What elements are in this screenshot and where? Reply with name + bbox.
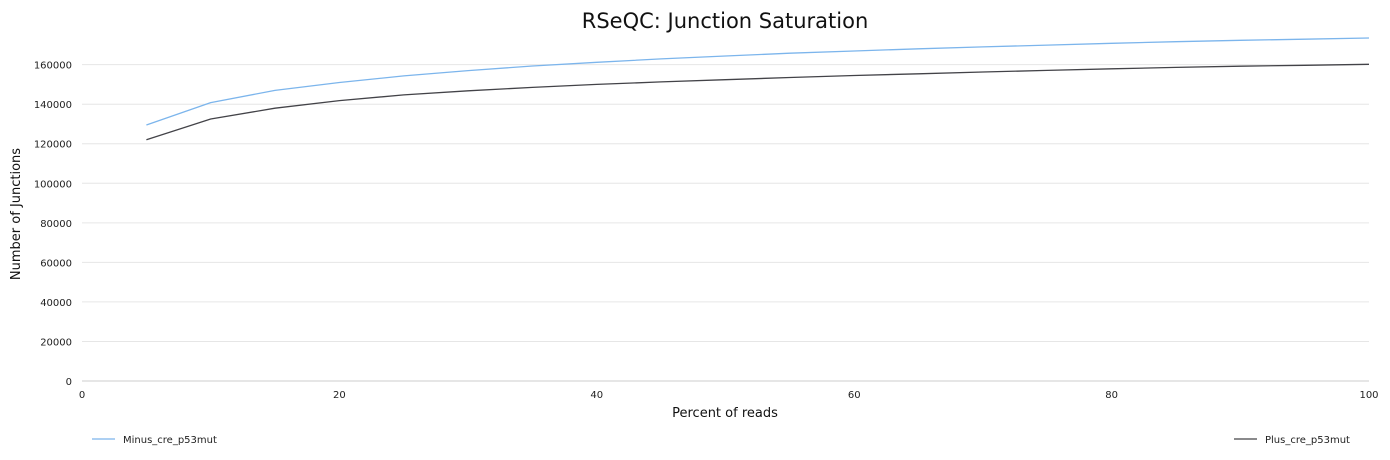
y-tick-label: 40000 [40, 298, 72, 309]
x-tick-label: 100 [1359, 390, 1378, 401]
y-tick-label: 20000 [40, 337, 72, 348]
x-axis-ticks: 0 20 40 60 80 100 [79, 390, 1379, 401]
y-tick-label: 0 [66, 377, 72, 388]
series-line-1 [146, 63, 1370, 141]
legend-item[interactable]: Plus_cre_p53mut [1234, 435, 1350, 446]
y-tick-label: 60000 [40, 258, 72, 269]
x-tick-label: 40 [590, 390, 603, 401]
y-tick-label: 140000 [34, 100, 72, 111]
legend-item[interactable]: Minus_cre_p53mut [92, 435, 217, 446]
y-axis-title: Number of Junctions [9, 148, 24, 280]
x-tick-label: 20 [333, 390, 346, 401]
series-line-0 [146, 37, 1370, 126]
chart-title: RSeQC: Junction Saturation [582, 9, 869, 33]
x-tick-label: 0 [79, 390, 85, 401]
x-tick-label: 80 [1105, 390, 1118, 401]
grid-lines [82, 64, 1369, 382]
y-tick-label: 120000 [34, 140, 72, 151]
legend-label: Plus_cre_p53mut [1265, 435, 1350, 446]
y-axis-ticks: 0 20000 40000 60000 80000 100000 120000 140000 1… [34, 61, 72, 388]
legend-label: Minus_cre_p53mut [123, 435, 217, 446]
series-lines [146, 37, 1370, 141]
y-tick-label: 80000 [40, 219, 72, 230]
x-tick-label: 60 [848, 390, 861, 401]
y-tick-label: 100000 [34, 179, 72, 190]
y-tick-label: 160000 [34, 61, 72, 72]
legend: Minus_cre_p53mut Plus_cre_p53mut [92, 435, 1350, 446]
x-axis-title: Percent of reads [672, 406, 778, 421]
